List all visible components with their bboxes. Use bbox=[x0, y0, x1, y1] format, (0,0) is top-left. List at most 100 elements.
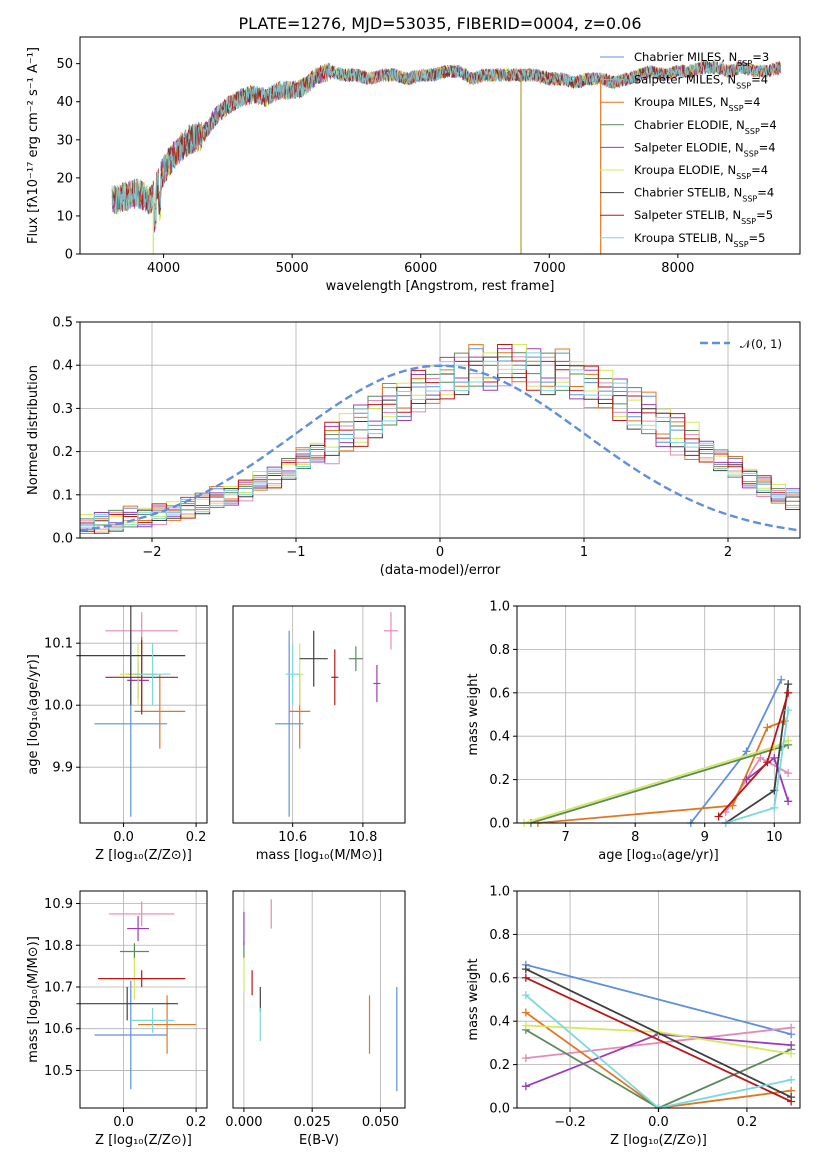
mass_weight_vs_Z-marker bbox=[787, 1049, 796, 1058]
mass_weight_vs_Z-marker bbox=[787, 1075, 796, 1084]
age_vs_mass-xtick-label: 10.8 bbox=[348, 830, 377, 845]
mass_weight_vs_Z-series-7 bbox=[525, 976, 792, 1103]
age_vs_mass-xlabel: mass [log₁₀(M/M⊙)] bbox=[256, 848, 383, 863]
mass_weight_vs_Z-ytick-label: 1.0 bbox=[489, 885, 510, 900]
mass_weight_vs_age-xtick-label: 8 bbox=[631, 830, 639, 845]
mass_weight_vs_Z-marker bbox=[521, 1008, 530, 1017]
mass_weight_vs_age-xlabel: age [log₁₀(age/yr)] bbox=[598, 848, 719, 863]
age_vs_Z-ytick-label: 10.0 bbox=[44, 699, 73, 714]
mass_weight_vs_age-marker bbox=[770, 803, 779, 812]
legend-count: =5 bbox=[749, 231, 766, 245]
mass_vs_Z-ytick-label: 10.7 bbox=[44, 980, 73, 995]
legend-subscript: SSP bbox=[734, 239, 749, 248]
mass_weight_vs_age-marker bbox=[784, 688, 793, 697]
mass_vs_Z-xtick-label: 0.0 bbox=[113, 1115, 134, 1130]
legend-count: =4 bbox=[751, 73, 768, 87]
legend-count: =4 bbox=[751, 163, 768, 177]
mass_weight_vs_age-marker bbox=[728, 801, 737, 810]
spectrum-ylabel: Flux [fλ10⁻¹⁷ erg cm⁻² s⁻¹ A⁻¹] bbox=[26, 47, 41, 244]
mass_weight_vs_age-marker bbox=[742, 747, 751, 756]
mass_weight_vs_age-frame bbox=[516, 605, 801, 824]
age_vs_mass-panel bbox=[232, 605, 406, 827]
mass_weight_vs_age-ytick-label: 0.4 bbox=[489, 730, 510, 745]
legend-label-8: Kroupa STELIB, NSSP=5 bbox=[634, 231, 765, 249]
mass_weight_vs_Z-ytick-label: 0.6 bbox=[489, 971, 510, 986]
mass_weight_vs_Z-marker bbox=[521, 965, 530, 974]
mass_weight_vs_Z-xtick-label: 0.0 bbox=[648, 1115, 669, 1130]
mass_weight_vs_Z-marker bbox=[521, 991, 530, 1000]
residuals-ytick-label: 0.5 bbox=[52, 316, 73, 331]
mass_vs_Z-ytick-label: 10.5 bbox=[44, 1064, 73, 1079]
legend-label-2: Kroupa MILES, NSSP=4 bbox=[634, 95, 760, 113]
mass_weight_vs_Z-marker bbox=[521, 1021, 530, 1030]
spectrum-frame bbox=[79, 36, 801, 255]
age_vs_Z-xlabel: Z [log₁₀(Z/Z⊙)] bbox=[95, 848, 192, 863]
residuals-hist-8 bbox=[79, 352, 801, 538]
residuals-ytick-label: 0.4 bbox=[52, 359, 73, 374]
legend-count: =4 bbox=[744, 95, 761, 109]
spectrum-series-8 bbox=[111, 60, 782, 227]
figure-title: PLATE=1276, MJD=53035, FIBERID=0004, z=0… bbox=[238, 14, 641, 33]
mass_vs_Z-ytick-label: 10.8 bbox=[44, 939, 73, 954]
mass_weight_vs_Z-ytick-label: 0.4 bbox=[489, 1015, 510, 1030]
mass_weight_vs_age-xtick-label: 7 bbox=[562, 830, 570, 845]
residuals-marks bbox=[79, 343, 801, 538]
legend-subscript: SSP bbox=[744, 149, 759, 158]
spectrum-panel bbox=[76, 36, 801, 258]
age_vs_Z-ylabel: age [log₁₀(age/yr)] bbox=[26, 654, 41, 775]
mass_weight_vs_Z-ytick-label: 0.0 bbox=[489, 1102, 510, 1117]
mass_vs_Z-ytick-label: 10.9 bbox=[44, 897, 73, 912]
legend-count: =5 bbox=[756, 208, 773, 222]
spectrum-xtick-label: 8000 bbox=[661, 261, 694, 276]
residuals-xtick-label: 2 bbox=[724, 545, 732, 560]
age_vs_Z-ytick-label: 9.9 bbox=[52, 761, 73, 776]
legend-count: =4 bbox=[757, 186, 774, 200]
mass_weight_vs_age-marker bbox=[763, 758, 772, 767]
mass_vs_ebv-panel bbox=[232, 890, 406, 1112]
mass_weight_vs_Z-marker bbox=[787, 1023, 796, 1032]
mass_vs_ebv-marks bbox=[243, 899, 398, 1092]
spectrum-ytick-label: 10 bbox=[56, 209, 73, 224]
legend-count: =4 bbox=[759, 140, 776, 154]
mass_weight_vs_Z-ylabel: mass weight bbox=[466, 958, 481, 1040]
spectrum-ytick-label: 0 bbox=[65, 248, 73, 263]
spectrum-xtick-label: 7000 bbox=[533, 261, 566, 276]
residuals-ylabel: Normed distribution bbox=[26, 365, 41, 495]
mass_weight_vs_Z-ytick-label: 0.2 bbox=[489, 1058, 510, 1073]
mass_vs_ebv-xtick-label: 0.000 bbox=[225, 1115, 262, 1130]
residuals-panel bbox=[76, 321, 801, 542]
residuals-xlabel: (data-model)/error bbox=[380, 563, 501, 578]
legend-count: =4 bbox=[760, 118, 777, 132]
residuals-xtick-label: 0 bbox=[436, 545, 444, 560]
mass_weight_vs_Z-series-6 bbox=[525, 968, 792, 1099]
mass_weight_vs_age-xtick-label: 10 bbox=[766, 830, 783, 845]
mass_weight_vs_age-ytick-label: 0.6 bbox=[489, 686, 510, 701]
plot-layer: 4000 5000 6000 7000 800001020304050wavelengt… bbox=[26, 36, 801, 1148]
spectrum-xlabel: wavelength [Angstrom, rest frame] bbox=[326, 279, 555, 294]
mass_weight_vs_Z-ytick-label: 0.8 bbox=[489, 928, 510, 943]
residuals-xtick-label: −2 bbox=[142, 545, 161, 560]
legend-subscript: SSP bbox=[742, 194, 757, 203]
mass_weight_vs_Z-marker bbox=[521, 973, 530, 982]
age_vs_mass-marks bbox=[275, 612, 398, 817]
mass_weight_vs_age-marker bbox=[784, 706, 793, 715]
spectrum-xtick-label: 5000 bbox=[276, 261, 309, 276]
spectrum-marks bbox=[111, 60, 782, 254]
residuals-ytick-label: 0.3 bbox=[52, 402, 73, 417]
mass_weight_vs_Z-xtick-label: −0.2 bbox=[554, 1115, 586, 1130]
mass_weight_vs_Z-panel bbox=[513, 890, 801, 1112]
mass_vs_Z-frame bbox=[79, 890, 208, 1109]
legend-subscript: SSP bbox=[737, 59, 752, 68]
age_vs_mass-xtick-label: 10.6 bbox=[278, 830, 307, 845]
mass_weight_vs_age-series-2 bbox=[537, 720, 786, 824]
legend-label-6: Chabrier STELIB, NSSP=4 bbox=[634, 186, 774, 204]
legend-subscript: SSP bbox=[741, 217, 756, 226]
mass_weight_vs_Z-marker bbox=[787, 1097, 796, 1106]
spectrum-ytick-label: 20 bbox=[56, 171, 73, 186]
mass_weight_vs_Z-marker bbox=[521, 1054, 530, 1063]
mass_weight_vs_age-marker bbox=[714, 812, 723, 821]
legend-label-4: Salpeter ELODIE, NSSP=4 bbox=[634, 140, 776, 158]
mass_weight_vs_age-ytick-label: 0.0 bbox=[489, 817, 510, 832]
age_vs_mass-frame bbox=[232, 605, 406, 824]
